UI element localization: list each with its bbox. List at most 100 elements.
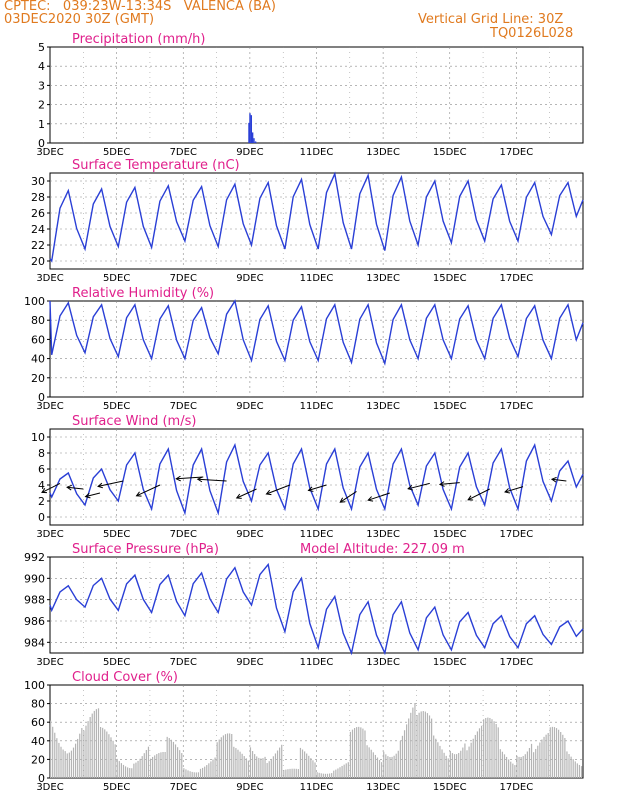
panel-title: Precipitation (mm/h) <box>72 32 205 47</box>
x-tick-label: 17DEC <box>500 273 534 284</box>
cloud-bar <box>89 717 91 778</box>
y-tick-label: 1 <box>38 118 45 131</box>
cloud-bar <box>177 747 179 778</box>
y-tick-label: 8 <box>38 447 45 460</box>
cloud-bar <box>493 721 495 778</box>
cloud-bar <box>243 756 245 778</box>
cloud-bar <box>231 734 233 778</box>
x-tick-label: 13DEC <box>366 147 400 158</box>
cloud-bar <box>318 772 320 778</box>
y-tick-label: 988 <box>24 594 45 607</box>
cloud-bar <box>247 760 249 778</box>
wind-arrow <box>467 488 490 501</box>
cloud-bar <box>131 768 133 778</box>
cloud-bar <box>428 715 431 778</box>
cloud-bar <box>135 762 137 778</box>
wind-arrow-head <box>196 476 203 483</box>
y-tick-label: 26 <box>31 207 45 220</box>
cloud-bar <box>499 749 501 778</box>
cloud-bar <box>485 718 487 778</box>
cloud-bar <box>106 731 108 778</box>
cloud-bar <box>487 717 489 778</box>
wind-arrow <box>368 492 390 501</box>
cloud-bar <box>52 726 54 778</box>
cloud-bar <box>326 773 329 778</box>
cloud-bar <box>530 743 533 778</box>
cloud-bar <box>214 757 216 778</box>
x-tick-label: 15DEC <box>433 273 467 284</box>
cloud-bar <box>570 756 572 778</box>
cloud-bar <box>497 727 499 778</box>
cloud-bar <box>558 729 560 778</box>
cloud-bar <box>393 755 395 778</box>
cloud-bar <box>416 714 418 778</box>
header-grid-note: Vertical Grid Line: 30Z <box>418 12 564 27</box>
cloud-bar <box>449 750 451 778</box>
cloud-bar <box>158 753 160 778</box>
cloud-bar <box>68 752 70 778</box>
cloud-bar <box>349 731 352 778</box>
cloud-bar <box>574 761 576 778</box>
x-tick-label: 3DEC <box>36 273 63 284</box>
cloud-bar <box>381 762 383 778</box>
y-tick-label: 986 <box>24 615 45 628</box>
cloud-bar <box>491 719 493 778</box>
cloud-bar <box>368 747 370 778</box>
x-tick-label: 11DEC <box>300 147 334 158</box>
cloud-bar <box>364 730 366 778</box>
x-tick-label: 9DEC <box>236 529 263 540</box>
cloud-bar <box>99 727 102 778</box>
cloud-bar <box>108 734 110 778</box>
cloud-bar <box>408 718 410 778</box>
cloud-bar <box>258 757 260 778</box>
cloud-bar <box>301 749 304 778</box>
wind-arrow <box>136 484 161 497</box>
cloud-bar <box>279 747 281 778</box>
cloud-bar <box>418 712 420 778</box>
cloud-bar <box>445 755 447 778</box>
y-tick-label: 5 <box>38 41 45 54</box>
x-tick-label: 17DEC <box>500 401 534 412</box>
wind-arrow-head <box>504 488 511 494</box>
cloud-bar <box>549 727 551 778</box>
cloud-bar <box>83 730 85 778</box>
cloud-bar <box>72 747 75 778</box>
cloud-bar <box>195 772 197 778</box>
cloud-bar <box>483 719 485 778</box>
cloud-bar <box>124 766 127 778</box>
cloud-bar <box>503 754 506 778</box>
cloud-bar <box>547 732 549 778</box>
y-tick-label: 60 <box>31 716 45 729</box>
cloud-bar <box>414 702 416 778</box>
x-tick-label: 13DEC <box>366 657 400 668</box>
cloud-bar <box>239 751 241 778</box>
cloud-bar <box>328 773 331 778</box>
cloud-bar <box>170 739 172 778</box>
x-tick-label: 5DEC <box>103 147 130 158</box>
cloud-bar <box>387 756 389 778</box>
cloud-bar <box>197 772 200 778</box>
cloud-bar <box>306 753 308 778</box>
wind-arrow-head <box>438 481 445 487</box>
wind-arrow-head <box>339 497 346 503</box>
cloud-bar <box>572 759 574 778</box>
cloud-bar <box>104 729 106 778</box>
cloud-bar <box>160 752 162 778</box>
cloud-bar <box>537 745 539 778</box>
cloud-bar <box>516 755 518 778</box>
cloud-bar <box>237 749 239 778</box>
cloud-bar <box>168 738 170 778</box>
cloud-bar <box>210 761 212 778</box>
cloud-bar <box>501 751 504 778</box>
cloud-bar <box>528 747 531 778</box>
cloud-bar <box>201 767 204 778</box>
cloud-bar <box>378 759 381 778</box>
x-tick-label: 7DEC <box>170 147 197 158</box>
cloud-bar <box>433 735 435 778</box>
cloud-bar <box>133 763 135 778</box>
cloud-bar <box>54 732 56 778</box>
cloud-bar <box>453 754 456 778</box>
cloud-bar <box>385 754 387 778</box>
cloud-bar <box>566 751 568 778</box>
cloud-bar <box>424 711 426 778</box>
